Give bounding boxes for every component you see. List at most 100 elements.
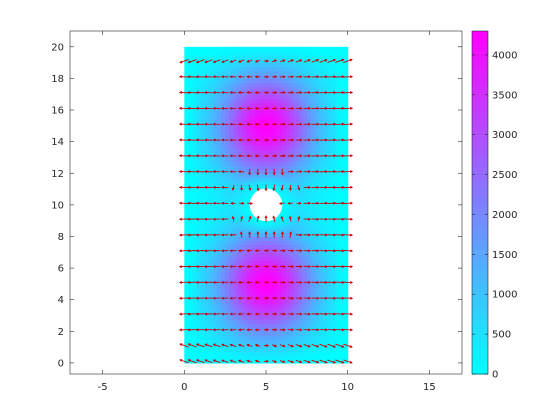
- heatmap-cell: [261, 303, 267, 309]
- heatmap-cell: [323, 196, 328, 202]
- heatmap-cell: [343, 110, 349, 115]
- heatmap-cell: [261, 145, 267, 151]
- heatmap-cell: [282, 165, 288, 170]
- heatmap-cell: [257, 224, 263, 230]
- heatmap-cell: [196, 165, 202, 170]
- heatmap-cell: [261, 66, 267, 72]
- heatmap-cell: [245, 244, 251, 249]
- heatmap-cell: [343, 276, 349, 281]
- quiver-arrow: [178, 75, 189, 79]
- quiver-arrow: [319, 328, 328, 332]
- colorbar-swatch: [472, 351, 488, 355]
- heatmap-cell: [257, 173, 263, 178]
- heatmap-cell: [327, 283, 332, 289]
- heatmap-cell: [294, 323, 300, 328]
- quiver-arrow: [256, 215, 260, 223]
- heatmap-cell: [286, 276, 292, 281]
- heatmap-cell: [200, 129, 206, 135]
- quiver-arrow: [303, 344, 311, 348]
- heatmap-cell: [335, 319, 341, 325]
- heatmap-cell: [327, 125, 332, 131]
- heatmap-cell: [278, 272, 283, 277]
- heatmap-cell: [343, 224, 349, 230]
- heatmap-cell: [192, 133, 198, 139]
- quiver-arrow: [263, 75, 270, 79]
- heatmap-cell: [204, 307, 210, 313]
- heatmap-cell: [208, 94, 214, 99]
- heatmap-cell: [184, 62, 190, 68]
- heatmap-cell: [253, 331, 259, 336]
- heatmap-cell: [323, 291, 328, 297]
- heatmap-cell: [225, 157, 230, 163]
- heatmap-cell: [237, 287, 243, 293]
- heatmap-cell: [217, 287, 222, 293]
- heatmap-cell: [253, 315, 259, 321]
- heatmap-cell: [192, 287, 198, 293]
- heatmap-cell: [294, 347, 300, 352]
- heatmap-cell: [278, 141, 283, 147]
- heatmap-cell: [241, 319, 247, 325]
- colorbar-tick-label: 1000: [492, 290, 517, 301]
- heatmap-cell: [270, 185, 275, 190]
- quiver-arrow: [212, 217, 221, 221]
- heatmap-cell: [343, 161, 349, 166]
- colorbar-tick-label: 0: [492, 370, 498, 381]
- quiver-arrow: [195, 106, 205, 110]
- heatmap-cell: [323, 355, 328, 360]
- heatmap-cell: [229, 228, 234, 234]
- heatmap-cell: [319, 276, 324, 281]
- quiver-arrow: [311, 91, 320, 95]
- heatmap-cell: [261, 339, 267, 344]
- heatmap-cell: [184, 129, 190, 135]
- quiver-arrow: [178, 154, 189, 158]
- heatmap-cell: [266, 256, 271, 261]
- heatmap-cell: [306, 355, 312, 360]
- heatmap-cell: [294, 319, 300, 325]
- heatmap-cell: [274, 256, 279, 261]
- heatmap-cell: [257, 355, 263, 360]
- heatmap-cell: [335, 102, 341, 107]
- heatmap-cell: [286, 315, 292, 321]
- heatmap-cell: [310, 228, 316, 234]
- heatmap-cell: [253, 244, 259, 249]
- heatmap-cell: [196, 224, 202, 230]
- heatmap-cell: [184, 181, 190, 186]
- heatmap-cell: [282, 323, 288, 328]
- heatmap-cell: [233, 177, 239, 182]
- heatmap-cell: [245, 113, 251, 119]
- quiver-arrow: [220, 296, 229, 300]
- heatmap-cell: [323, 220, 328, 226]
- heatmap-cell: [282, 169, 288, 174]
- heatmap-cell: [233, 110, 239, 115]
- heatmap-cell: [188, 319, 194, 325]
- heatmap-cell: [241, 276, 247, 281]
- heatmap-cell: [249, 212, 255, 218]
- heatmap-cell: [184, 323, 190, 328]
- heatmap-cell: [319, 351, 324, 356]
- quiver-arrow: [279, 138, 286, 142]
- heatmap-cell: [315, 62, 320, 68]
- heatmap-cell: [229, 46, 234, 52]
- heatmap-cell: [249, 303, 255, 309]
- heatmap-cell: [298, 236, 304, 242]
- heatmap-cell: [196, 70, 202, 76]
- quiver-arrow: [279, 249, 286, 253]
- heatmap-cell: [286, 173, 292, 178]
- heatmap-cell: [237, 54, 243, 60]
- heatmap-cell: [217, 291, 222, 297]
- quiver-arrow: [279, 106, 286, 110]
- quiver-arrow: [254, 59, 261, 63]
- heatmap-cell: [323, 319, 328, 325]
- heatmap-cell: [192, 212, 198, 218]
- heatmap-cell: [290, 315, 296, 321]
- heatmap-cell: [217, 66, 222, 72]
- heatmap-cell: [237, 220, 243, 226]
- quiver-arrow: [271, 154, 278, 158]
- heatmap-cell: [237, 276, 243, 281]
- heatmap-cell: [274, 299, 279, 305]
- heatmap-cell: [241, 335, 247, 340]
- heatmap-cell: [196, 86, 202, 91]
- heatmap-cell: [331, 260, 337, 265]
- heatmap-cell: [253, 177, 259, 182]
